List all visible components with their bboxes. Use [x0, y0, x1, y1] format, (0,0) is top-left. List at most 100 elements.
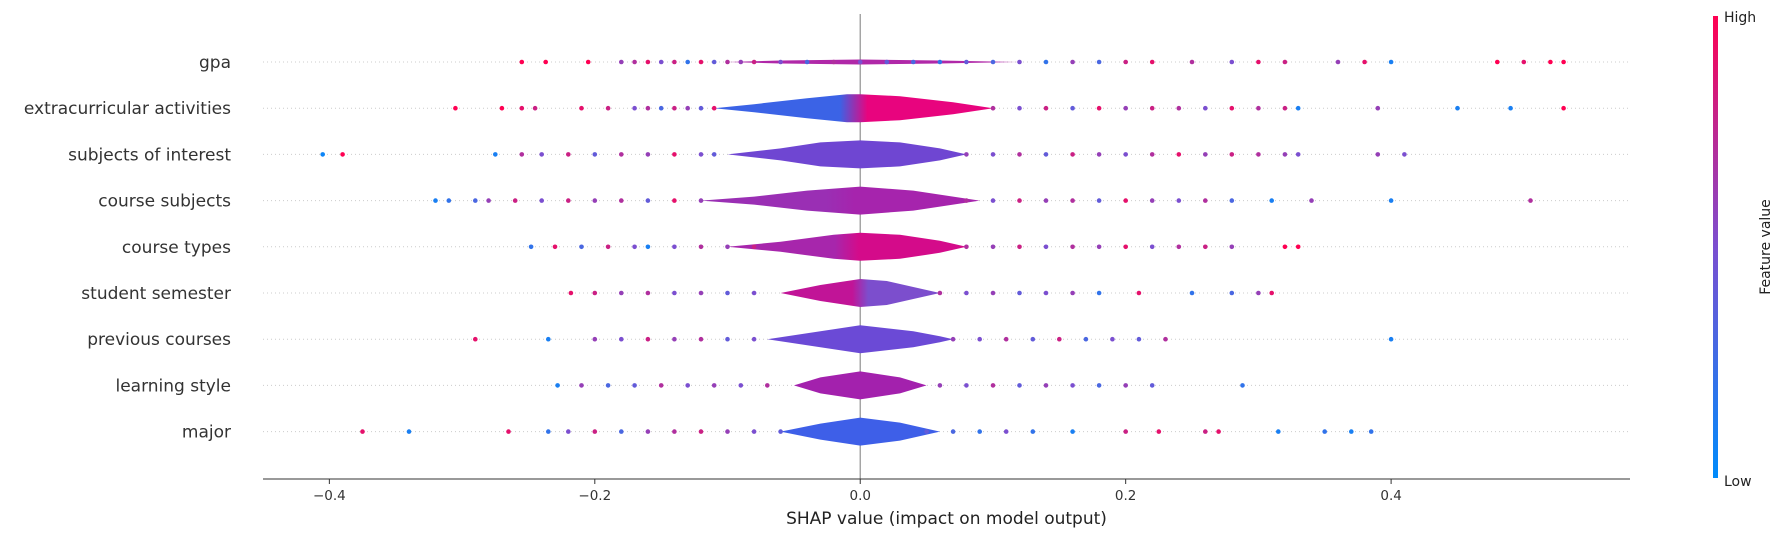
shap-point [1229, 290, 1235, 296]
points-layer [320, 59, 1566, 434]
shap-point [1295, 244, 1301, 250]
shap-point [1123, 244, 1128, 250]
shap-point [1189, 59, 1195, 65]
violin-shape [780, 417, 940, 446]
shap-point [519, 152, 525, 157]
shap-point [831, 59, 836, 65]
shap-point [765, 383, 770, 388]
shap-point [1136, 336, 1142, 342]
shap-point [1096, 244, 1102, 250]
x-tick-label: −0.4 [313, 488, 346, 504]
shap-point [911, 59, 916, 65]
shap-point [1216, 429, 1221, 434]
shap-point [552, 244, 558, 250]
shap-point [1083, 336, 1089, 342]
shap-point [672, 198, 677, 203]
shap-point [698, 336, 704, 342]
shap-point [672, 336, 677, 342]
shap-point [1136, 290, 1142, 296]
shap-point [1123, 152, 1128, 157]
shap-point [585, 59, 591, 65]
shap-point [990, 383, 996, 388]
shap-point [519, 105, 525, 111]
shap-point [698, 105, 704, 111]
shap-point [1176, 105, 1182, 111]
violin-layer [701, 59, 1020, 446]
shap-point [1017, 244, 1022, 250]
shap-point [1096, 383, 1102, 388]
shap-point [1521, 59, 1527, 65]
shap-point [360, 429, 365, 434]
shap-point [1240, 383, 1245, 388]
shap-point [1070, 152, 1075, 157]
shap-point [1295, 105, 1301, 111]
shap-point [751, 336, 757, 342]
shap-point [543, 59, 548, 65]
shap-point [1043, 198, 1049, 203]
shap-point [605, 383, 611, 388]
shap-point [751, 290, 757, 296]
shap-point [778, 59, 783, 65]
shap-point [738, 59, 744, 65]
shap-point [725, 336, 730, 342]
shap-point [1362, 59, 1367, 65]
shap-point [725, 244, 730, 250]
shap-point [1070, 59, 1075, 65]
shap-point [1508, 105, 1513, 111]
feature-label: subjects of interest [68, 145, 231, 165]
shap-point [1203, 198, 1208, 203]
shap-point [519, 59, 525, 65]
shap-point [619, 152, 624, 157]
shap-point [1096, 198, 1102, 203]
shap-point [1030, 429, 1036, 434]
shap-point [1276, 429, 1281, 434]
shap-point [1096, 105, 1102, 111]
shap-point [804, 59, 810, 65]
shap-point [1070, 290, 1075, 296]
shap-point [1070, 198, 1075, 203]
shap-point [632, 244, 637, 250]
shap-point [1156, 429, 1162, 434]
shap-point [990, 105, 996, 111]
shap-point [685, 105, 690, 111]
colorbar-low-label: Low [1724, 474, 1752, 490]
colorbar-title: Feature value [1758, 199, 1774, 295]
shap-point [937, 59, 943, 65]
shap-point [645, 105, 651, 111]
shap-point [1229, 105, 1235, 111]
shap-point [619, 59, 624, 65]
shap-point [950, 336, 956, 342]
shap-point [632, 383, 637, 388]
shap-point [406, 429, 412, 434]
shap-point [1203, 244, 1208, 250]
shap-point [1110, 336, 1115, 342]
shap-point [486, 198, 491, 203]
shap-point [711, 383, 717, 388]
shap-point [605, 244, 611, 250]
shap-point [1043, 59, 1049, 65]
shap-point [1123, 383, 1128, 388]
shap-point [1003, 429, 1009, 434]
shap-point [546, 429, 551, 434]
shap-point [340, 152, 345, 157]
shap-point [645, 244, 651, 250]
shap-point [937, 383, 943, 388]
violin-shape [727, 59, 1020, 65]
shap-point [1229, 198, 1235, 203]
shap-point [1269, 290, 1274, 296]
shap-point [672, 59, 677, 65]
shap-point [672, 244, 677, 250]
shap-point [566, 198, 571, 203]
shap-point [632, 105, 637, 111]
violin-shape [714, 94, 993, 123]
shap-point [532, 105, 538, 111]
violin-shape [727, 140, 967, 169]
shap-point [592, 336, 598, 342]
shap-point [579, 244, 584, 250]
colorbar-gradient [1713, 16, 1718, 478]
shap-point [778, 429, 783, 434]
shap-point [672, 105, 677, 111]
shap-point [751, 244, 757, 250]
shap-point [555, 383, 560, 388]
